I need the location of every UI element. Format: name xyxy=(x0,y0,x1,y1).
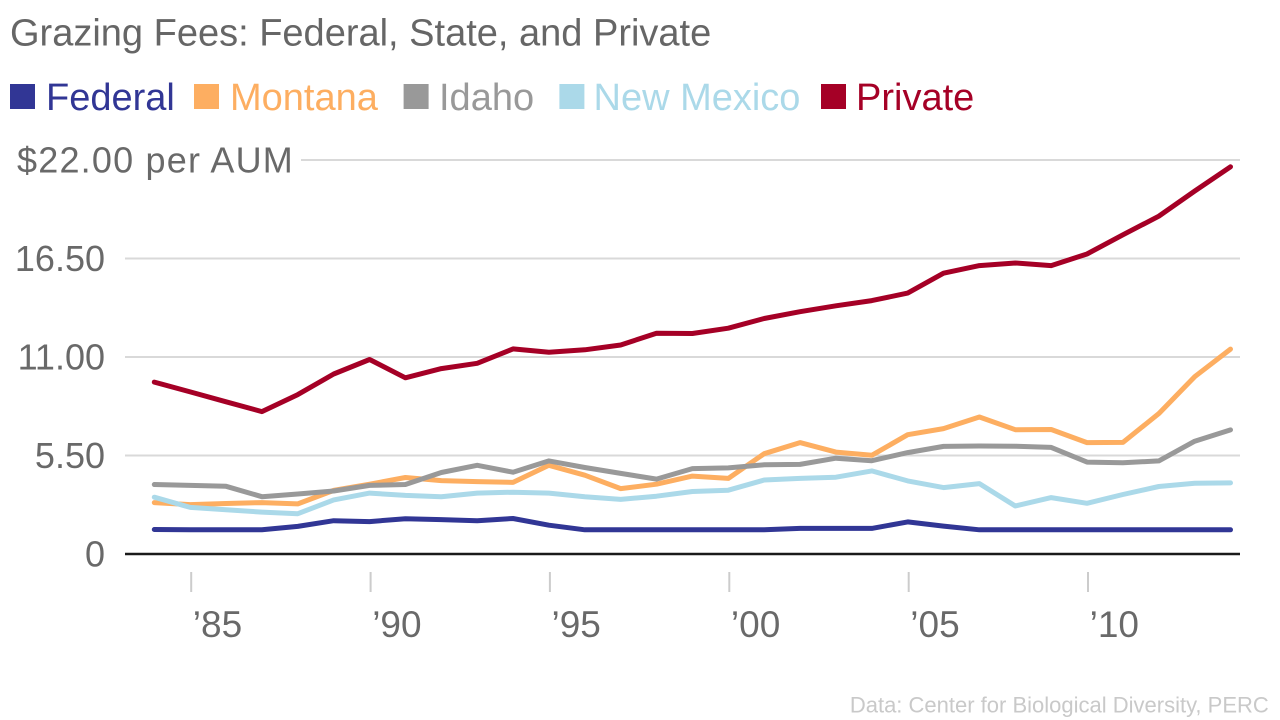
svg-text:5.50: 5.50 xyxy=(35,435,105,476)
svg-text:Idaho: Idaho xyxy=(439,77,534,119)
svg-text:16.50: 16.50 xyxy=(15,238,105,279)
svg-text:’10: ’10 xyxy=(1090,604,1139,645)
svg-text:Montana: Montana xyxy=(230,77,379,119)
svg-text:’00: ’00 xyxy=(731,604,780,645)
svg-text:’95: ’95 xyxy=(552,604,601,645)
svg-text:Grazing Fees: Federal, State,: Grazing Fees: Federal, State, and Privat… xyxy=(10,13,711,55)
svg-text:’85: ’85 xyxy=(193,604,242,645)
svg-text:11.00: 11.00 xyxy=(18,337,105,378)
svg-text:$22.00 per AUM: $22.00 per AUM xyxy=(17,140,294,181)
svg-text:0: 0 xyxy=(85,534,105,575)
svg-text:Private: Private xyxy=(856,77,974,119)
svg-text:’05: ’05 xyxy=(910,604,959,645)
svg-text:Data: Center for Biological Di: Data: Center for Biological Diversity, P… xyxy=(850,693,1269,718)
svg-text:Federal: Federal xyxy=(46,77,175,119)
svg-text:New Mexico: New Mexico xyxy=(594,77,801,119)
svg-text:’90: ’90 xyxy=(372,604,421,645)
